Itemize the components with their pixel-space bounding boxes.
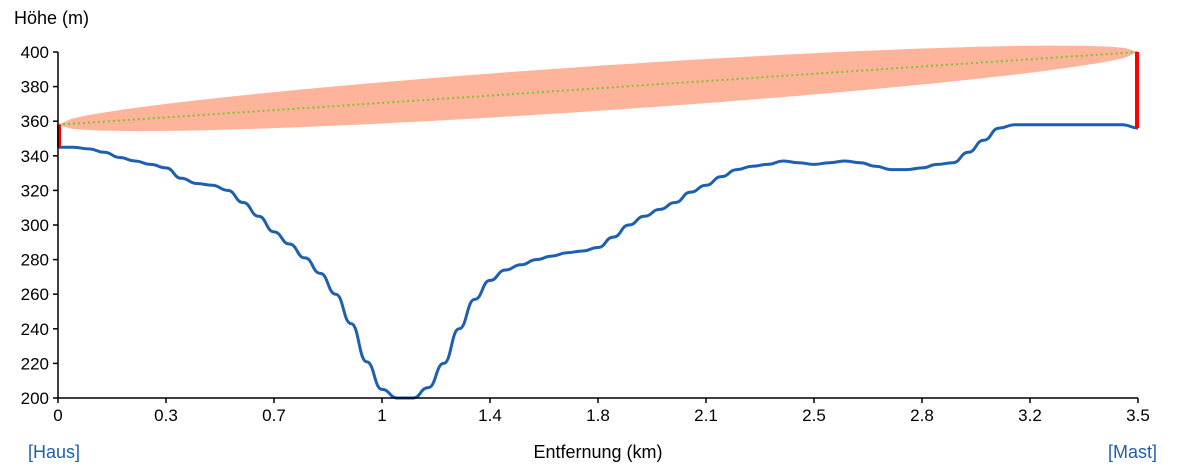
y-tick-label: 320 [21,181,49,200]
y-tick-label: 280 [21,251,49,270]
x-tick-label: 1 [377,406,386,425]
x-axis-title: Entfernung (km) [533,442,662,462]
y-tick-label: 200 [21,389,49,408]
x-tick-label: 2.1 [694,406,718,425]
y-tick-label: 340 [21,147,49,166]
y-tick-label: 380 [21,78,49,97]
x-tick-label: 1.4 [478,406,502,425]
y-tick-label: 220 [21,354,49,373]
x-tick-label: 2.8 [910,406,934,425]
y-tick-label: 300 [21,216,49,235]
terrain-profile-line [57,123,1139,400]
end-location-label[interactable]: [Mast] [1108,442,1157,462]
y-tick-label: 400 [21,43,49,62]
line-of-sight [57,51,1139,126]
x-tick-label: 3.2 [1018,406,1042,425]
y-tick-label: 260 [21,285,49,304]
y-tick-label: 360 [21,112,49,131]
y-axis-title: Höhe (m) [14,8,89,28]
x-tick-label: 1.8 [586,406,610,425]
y-tick-label: 240 [21,320,49,339]
x-tick-label: 2.5 [802,406,826,425]
x-tick-label: 0.3 [154,406,178,425]
x-tick-label: 0 [53,406,62,425]
x-tick-label: 3.5 [1126,406,1150,425]
start-location-label[interactable]: [Haus] [28,442,80,462]
x-tick-label: 0.7 [262,406,286,425]
